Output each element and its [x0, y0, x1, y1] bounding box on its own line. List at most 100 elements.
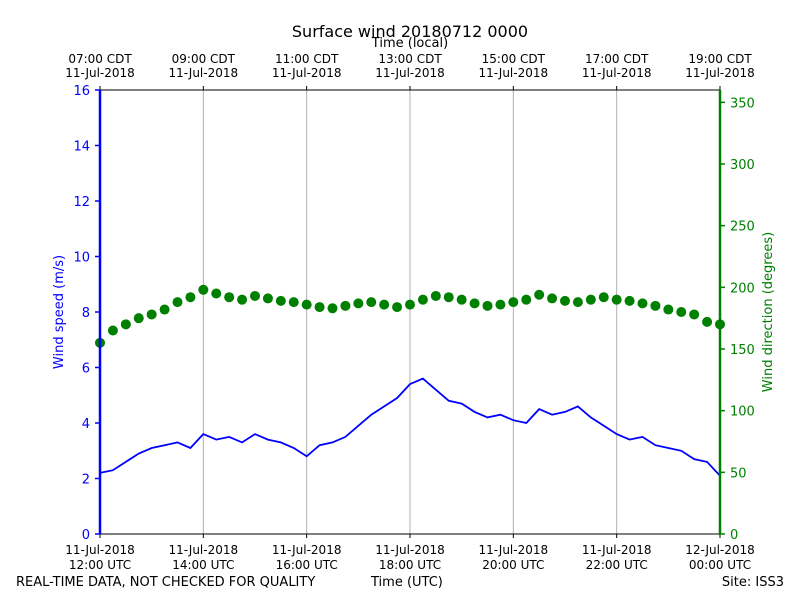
wind-direction-point [495, 299, 506, 310]
wind-direction-point [366, 297, 377, 308]
y-tick-label: 12 [73, 195, 90, 210]
x2-tick-label: 11-Jul-2018 [479, 66, 549, 80]
wind-direction-point [611, 294, 622, 305]
y2-tick-label: 300 [730, 158, 755, 173]
x2-tick-label: 11-Jul-2018 [272, 66, 342, 80]
wind-direction-point [211, 288, 222, 299]
wind-direction-point [534, 289, 545, 300]
y2-tick-label: 0 [730, 528, 738, 543]
wind-direction-point [159, 304, 170, 315]
y-tick-label: 14 [73, 140, 90, 155]
wind-direction-point [689, 309, 700, 320]
y-tick-label: 10 [73, 251, 90, 266]
x-tick-label: 11-Jul-2018 [582, 543, 652, 557]
x-tick-label: 22:00 UTC [586, 558, 648, 572]
y2-tick-label: 100 [730, 405, 755, 420]
y-tick-label: 0 [82, 528, 90, 543]
x-tick-label: 11-Jul-2018 [272, 543, 342, 557]
wind-direction-point [340, 300, 351, 311]
x2-tick-label: 11-Jul-2018 [375, 66, 445, 80]
wind-direction-point [624, 295, 635, 306]
wind-direction-point [198, 284, 209, 295]
wind-direction-point [417, 294, 428, 305]
grid-lines [202, 90, 618, 534]
x-tick-label: 11-Jul-2018 [65, 543, 135, 557]
wind-direction-point [379, 299, 390, 310]
wind-direction-point [172, 297, 183, 308]
x2-tick-label: 17:00 CDT [585, 52, 649, 66]
wind-direction-point [469, 298, 480, 309]
x2-tick-label: 11:00 CDT [275, 52, 339, 66]
y-tick-label: 2 [82, 473, 90, 488]
wind-direction-point [547, 293, 558, 304]
x-tick-label: 12:00 UTC [69, 558, 131, 572]
y-tick-label: 16 [73, 84, 90, 99]
wind-direction-point [443, 292, 454, 303]
wind-direction-point [185, 292, 196, 303]
x-tick-label: 11-Jul-2018 [169, 543, 239, 557]
wind-direction-point [405, 299, 415, 310]
x2-tick-label: 11-Jul-2018 [582, 66, 652, 80]
x2-tick-label: 13:00 CDT [378, 52, 442, 66]
wind-direction-point [430, 290, 441, 301]
x-tick-label: 18:00 UTC [379, 558, 441, 572]
y-axis-label: Wind speed (m/s) [52, 255, 67, 369]
wind-direction-point [598, 292, 609, 303]
y2-tick-label: 250 [730, 220, 755, 235]
wind-direction-point [133, 313, 144, 324]
wind-direction-point [650, 300, 661, 311]
y2-tick-label: 50 [730, 466, 747, 481]
wind-direction-point [456, 294, 467, 305]
x-axis-label: Time (UTC) [371, 575, 443, 590]
x2-tick-label: 07:00 CDT [68, 52, 132, 66]
wind-direction-point [392, 302, 403, 313]
wind-direction-point [572, 297, 583, 308]
x-tick-label: 12-Jul-2018 [685, 543, 755, 557]
wind-direction-point [521, 294, 532, 305]
quality-disclaimer: REAL-TIME DATA, NOT CHECKED FOR QUALITY [16, 575, 316, 590]
wind-direction-point [327, 303, 338, 314]
y-tick-label: 6 [82, 362, 90, 377]
wind-speed-line [99, 377, 721, 477]
wind-direction-point [314, 302, 325, 313]
wind-direction-point [482, 300, 493, 311]
y-tick-label: 4 [82, 417, 90, 432]
wind-direction-point [585, 294, 596, 305]
y-tick-label: 8 [82, 306, 90, 321]
wind-direction-point [702, 316, 713, 327]
wind-direction-point [508, 297, 519, 308]
y2-tick-label: 350 [730, 96, 755, 111]
wind-direction-point [146, 309, 157, 320]
data-series [95, 284, 725, 477]
x-tick-label: 14:00 UTC [172, 558, 234, 572]
wind-direction-point [237, 294, 248, 305]
wind-direction-point [224, 292, 235, 303]
wind-direction-point [676, 307, 687, 317]
x-tick-label: 16:00 UTC [276, 558, 338, 572]
wind-direction-point [107, 325, 118, 336]
wind-direction-point [120, 319, 131, 330]
y2-axis-label: Wind direction (degrees) [761, 232, 776, 392]
wind-direction-point [353, 298, 364, 309]
x2-tick-label: 11-Jul-2018 [169, 66, 239, 80]
wind-direction-point [262, 293, 273, 304]
wind-direction-point [560, 295, 570, 306]
x2-tick-label: 09:00 CDT [172, 52, 236, 66]
chart-title: Surface wind 20180712 0000 [292, 22, 528, 41]
wind-direction-point [275, 295, 286, 306]
x2-tick-label: 11-Jul-2018 [685, 66, 755, 80]
wind-direction-point [637, 298, 648, 309]
x-tick-label: 11-Jul-2018 [375, 543, 445, 557]
wind-direction-point [288, 297, 299, 308]
y2-tick-label: 200 [730, 281, 755, 296]
site-label: Site: ISS3 [721, 575, 784, 590]
x2-tick-label: 15:00 CDT [482, 52, 546, 66]
wind-direction-point [250, 290, 260, 301]
y2-tick-label: 150 [730, 343, 755, 358]
wind-direction-point [301, 299, 312, 310]
top-axis-label: Time (local) [371, 36, 448, 51]
x-tick-label: 20:00 UTC [482, 558, 544, 572]
x2-tick-label: 11-Jul-2018 [65, 66, 135, 80]
